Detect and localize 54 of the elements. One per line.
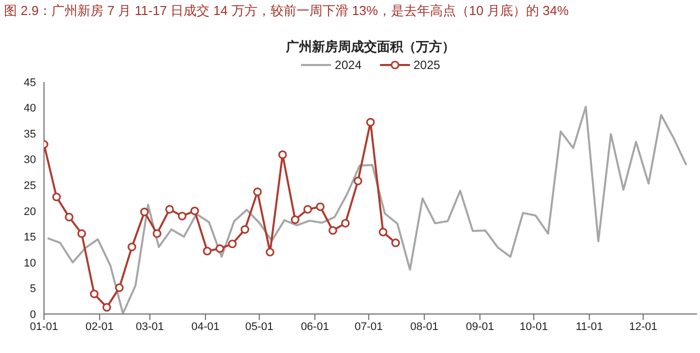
legend-label: 2025 [412,58,440,72]
caption: 图 2.9：广州新房 7 月 11-17 日成交 14 万方，较前一周下滑 13%，是去年高点（10 月底）的 34% [4,2,569,20]
x-tick-label: 09-01 [466,320,494,333]
y-tick-label: 10 [24,257,36,270]
point [165,205,174,214]
x-tick-label: 01-01 [30,320,58,333]
y-tick-label: 30 [24,154,36,166]
point [152,229,162,238]
point [366,118,375,127]
point [253,188,262,196]
point [228,240,237,248]
point [278,150,287,159]
x-tick-label: 03-01 [136,320,164,333]
point [77,229,86,238]
point [303,205,312,214]
x-tick-label: 05-01 [245,320,274,333]
legend-label: 2024 [334,58,362,72]
y-tick-label: 5 [30,283,36,296]
point [328,226,338,235]
point [52,192,61,202]
point [102,303,112,312]
y-tick-label: 0 [30,308,36,321]
point [354,176,362,186]
point [90,290,99,298]
point [216,244,224,253]
x-tick-label: 10-01 [520,320,548,333]
point [341,218,350,228]
point [378,228,388,236]
point [190,206,199,216]
x-tick-label: 04-01 [191,320,220,333]
point [202,246,212,256]
x-tick-label: 08-01 [410,320,438,333]
y-tick-label: 25 [24,180,36,192]
point [178,212,186,220]
point [115,283,124,292]
y-tick-label: 15 [24,232,36,244]
point [128,242,136,252]
point [240,225,250,234]
x-tick-label: 11-01 [576,320,604,333]
point [316,202,325,212]
y-tick-label: 20 [24,206,36,218]
x-tick-label: 06-01 [300,320,329,333]
chart-title: 广州新房周成交面积（万方） [285,38,456,56]
point [290,215,300,224]
point [266,248,274,256]
y-tick-label: 45 [24,76,36,89]
point [391,238,400,248]
point [140,208,149,216]
x-tick-label: 07-01 [354,320,383,333]
x-tick-label: 02-01 [86,320,114,333]
y-tick-label: 40 [24,102,36,115]
y-tick-label: 35 [24,128,36,140]
x-tick-label: 12-01 [629,320,658,333]
point [64,212,74,222]
